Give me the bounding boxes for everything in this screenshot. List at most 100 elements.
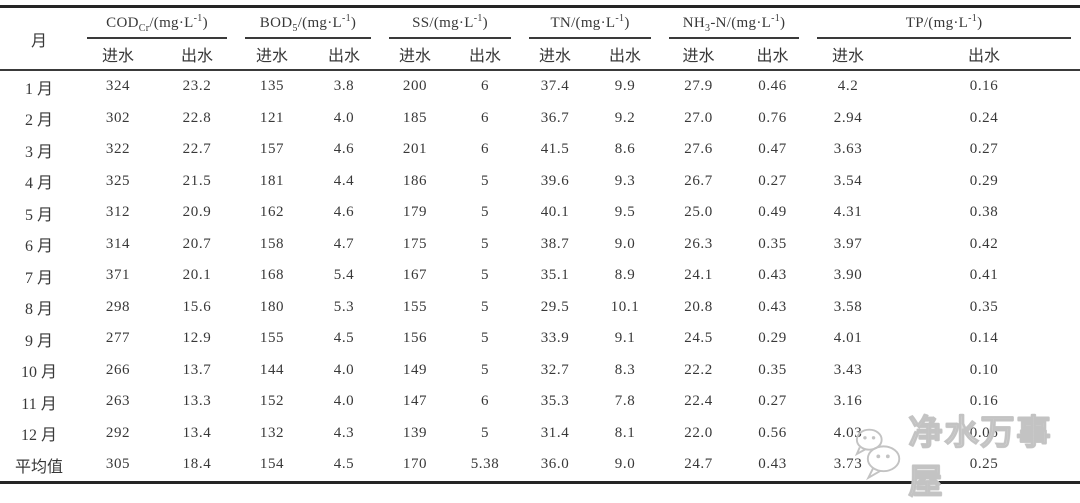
value-cell: 0.47 <box>758 141 787 158</box>
value-cell: 3.54 <box>833 172 863 189</box>
value-cell: 3.73 <box>833 456 863 473</box>
value-cell: 9.0 <box>614 456 636 473</box>
value-cell: 0.35 <box>758 361 787 378</box>
value-cell: 9.1 <box>614 330 636 347</box>
value-cell: 0.29 <box>969 172 999 189</box>
value-cell: 2.94 <box>833 109 863 126</box>
value-cell: 0.27 <box>969 141 999 158</box>
month-cell: 11 月 <box>21 395 57 413</box>
group-name: SS <box>412 15 430 31</box>
value-cell: 18.4 <box>182 456 212 473</box>
group-unit-close: ) <box>350 15 357 31</box>
value-cell: 0.10 <box>969 361 999 378</box>
value-cell: 3.43 <box>833 361 863 378</box>
value-cell: 0.06 <box>969 424 999 441</box>
group-subscript: 3 <box>705 23 711 34</box>
value-cell: 24.1 <box>684 267 713 284</box>
group-unit: /(mg·L <box>297 15 342 31</box>
month-cell: 4 月 <box>24 175 53 193</box>
month-cell: 平均值 <box>14 458 63 476</box>
value-cell: 5.38 <box>470 456 500 473</box>
value-cell: 40.1 <box>540 204 570 221</box>
table-row: 7 月 371 20.1 168 5.4 167 5 35.1 8.9 24.1 0.43 3.90 0… <box>0 260 1080 292</box>
value-cell: 305 <box>105 456 131 473</box>
group-header-tn: TN/(mg·L-1) <box>520 7 660 40</box>
group-header-nh3n: NH3-N/(mg·L-1) <box>660 7 808 40</box>
value-cell: 9.3 <box>614 172 636 189</box>
group-exponent: -1 <box>341 13 351 24</box>
value-cell: 4.5 <box>333 456 355 473</box>
value-cell: 0.25 <box>969 456 999 473</box>
value-cell: 12.9 <box>182 330 212 347</box>
value-cell: 168 <box>259 267 285 284</box>
value-cell: 0.35 <box>969 298 999 315</box>
value-cell: 4.3 <box>333 424 355 441</box>
value-cell: 9.9 <box>614 78 636 95</box>
month-cell: 12 月 <box>20 427 57 445</box>
value-cell: 277 <box>105 330 131 347</box>
month-cell: 5 月 <box>24 206 53 224</box>
value-cell: 263 <box>105 393 131 410</box>
value-cell: 121 <box>259 109 285 126</box>
value-cell: 157 <box>259 141 285 158</box>
value-cell: 135 <box>259 78 285 95</box>
value-cell: 5 <box>480 172 490 189</box>
value-cell: 22.2 <box>684 361 713 378</box>
value-cell: 9.0 <box>614 235 636 252</box>
value-cell: 0.27 <box>758 393 787 410</box>
value-cell: 0.38 <box>969 204 999 221</box>
value-cell: 29.5 <box>540 298 570 315</box>
value-cell: 149 <box>402 361 428 378</box>
value-cell: 38.7 <box>540 235 570 252</box>
value-cell: 7.8 <box>614 393 636 410</box>
value-cell: 4.7 <box>333 235 355 252</box>
group-subscript: 5 <box>292 23 298 34</box>
table-row: 11 月 263 13.3 152 4.0 147 6 35.3 7.8 22.4 0.27 3.16… <box>0 386 1080 418</box>
value-cell: 23.2 <box>182 78 212 95</box>
value-cell: 152 <box>259 393 285 410</box>
value-cell: 0.41 <box>969 267 999 284</box>
value-cell: 325 <box>105 172 131 189</box>
value-cell: 5 <box>480 235 490 252</box>
value-cell: 201 <box>402 141 428 158</box>
value-cell: 27.0 <box>684 109 713 126</box>
group-exponent: -1 <box>615 13 625 24</box>
value-cell: 6 <box>480 141 490 158</box>
value-cell: 3.90 <box>833 267 863 284</box>
subheader-tn-out: 出水 <box>590 39 661 71</box>
value-cell: 155 <box>402 298 428 315</box>
value-cell: 0.43 <box>758 267 787 284</box>
group-unit: /(mg·L <box>571 15 616 31</box>
subheader-tn-in: 进水 <box>520 39 591 71</box>
value-cell: 186 <box>402 172 428 189</box>
table-row: 8 月 298 15.6 180 5.3 155 5 29.5 10.1 20.8 0.43 3.58… <box>0 292 1080 324</box>
value-cell: 13.3 <box>182 393 212 410</box>
group-header-ss: SS/(mg·L-1) <box>380 7 520 40</box>
value-cell: 155 <box>259 330 285 347</box>
subheader-nh3n-out: 出水 <box>737 39 809 71</box>
value-cell: 32.7 <box>540 361 570 378</box>
value-cell: 322 <box>105 141 131 158</box>
value-cell: 4.0 <box>333 361 355 378</box>
group-unit-close: ) <box>977 15 983 31</box>
subheader-ss-in: 进水 <box>380 39 451 71</box>
subheader-ss-out: 出水 <box>450 39 521 71</box>
value-cell: 179 <box>402 204 428 221</box>
value-cell: 5 <box>480 267 490 284</box>
value-cell: 13.4 <box>182 424 212 441</box>
value-cell: 8.6 <box>614 141 636 158</box>
value-cell: 167 <box>402 267 428 284</box>
value-cell: 4.6 <box>333 141 355 158</box>
group-subscript: Cr <box>138 23 150 34</box>
value-cell: 33.9 <box>540 330 570 347</box>
table-row: 2 月 302 22.8 121 4.0 185 6 36.7 9.2 27.0 0.76 2.94 0… <box>0 103 1080 135</box>
month-cell: 2 月 <box>24 112 53 130</box>
value-cell: 0.14 <box>969 330 999 347</box>
value-cell: 0.35 <box>758 235 787 252</box>
subheader-codcr-in: 进水 <box>78 39 158 71</box>
table-row: 9 月 277 12.9 155 4.5 156 5 33.9 9.1 24.5 0.29 4.01 0… <box>0 323 1080 355</box>
table-row: 3 月 322 22.7 157 4.6 201 6 41.5 8.6 27.6 0.47 3.63 0… <box>0 134 1080 166</box>
group-exponent: -1 <box>968 13 978 24</box>
group-exponent: -1 <box>473 13 483 24</box>
value-cell: 3.97 <box>833 235 863 252</box>
